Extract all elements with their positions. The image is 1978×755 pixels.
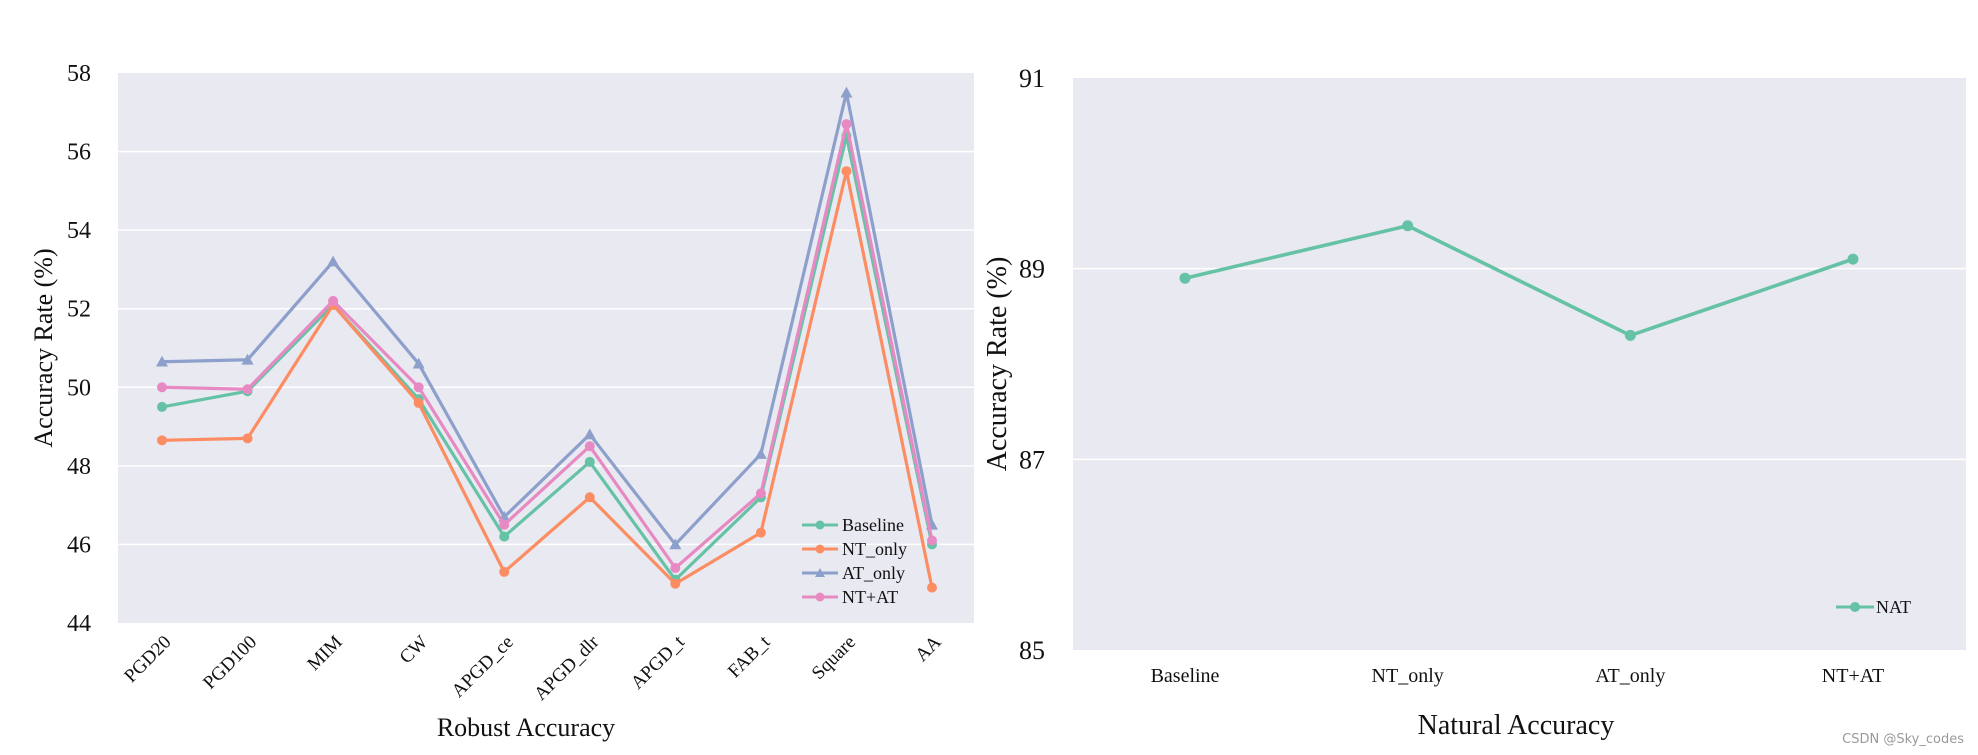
data-point — [670, 563, 681, 573]
right-x-axis-label: Natural Accuracy — [1418, 710, 1615, 741]
legend-label: AT_only — [842, 563, 905, 583]
watermark: CSDN @Sky_codes — [1842, 732, 1964, 747]
data-point — [499, 566, 510, 577]
left-y-tick-label: 44 — [67, 611, 91, 637]
legend-label: Baseline — [842, 515, 904, 535]
left-x-tick-label: Square — [808, 632, 860, 684]
right-x-tick-label: NT_only — [1372, 665, 1444, 687]
right-y-axis-label: Accuracy Rate (%) — [982, 257, 1013, 472]
left-x-axis-label: Robust Accuracy — [437, 713, 615, 742]
data-point — [840, 86, 853, 98]
right-y-tick-labels: 85 87 89 91 — [1019, 64, 1045, 665]
right-x-tick-label: NT+AT — [1822, 665, 1884, 687]
data-point — [927, 582, 937, 593]
natural-accuracy-chart: 85 87 89 91 Baseline NT_only AT_only NT+AT Acc… — [982, 64, 1966, 741]
series-line-nt-only — [161, 169, 934, 588]
left-y-tick-label: 56 — [67, 140, 91, 166]
left-y-axis-label: Accuracy Rate (%) — [29, 248, 58, 447]
data-point — [584, 441, 595, 452]
left-x-tick-label: APGD_dlr — [530, 631, 604, 705]
left-series-lines — [156, 86, 938, 593]
data-point — [242, 433, 253, 444]
data-point — [669, 538, 682, 550]
right-series-lines — [1179, 220, 1859, 341]
data-point — [841, 119, 852, 130]
left-x-tick-label: APGD_t — [627, 631, 689, 693]
left-x-tick-label: CW — [396, 632, 433, 669]
data-point — [841, 166, 852, 177]
left-y-tick-label: 50 — [67, 375, 91, 401]
legend-label: NT+AT — [842, 587, 898, 607]
left-plot-area — [118, 73, 974, 623]
data-point — [1179, 272, 1191, 284]
legend-marker — [815, 544, 825, 554]
left-x-tick-label: AA — [911, 631, 945, 665]
left-x-tick-label: PGD100 — [199, 632, 261, 694]
data-point — [328, 295, 339, 306]
data-point — [241, 353, 254, 365]
series-line-baseline — [161, 134, 934, 582]
series-line-at-only — [161, 91, 934, 547]
right-y-tick-label: 85 — [1019, 636, 1045, 665]
legend-label: NAT — [1876, 597, 1911, 617]
data-point — [1624, 329, 1636, 341]
data-point — [157, 401, 167, 412]
data-point — [413, 398, 424, 408]
data-point — [156, 355, 168, 367]
left-x-tick-label: APGD_ce — [448, 632, 518, 702]
left-x-tick-label: FAB_t — [724, 631, 775, 682]
data-point — [583, 428, 596, 440]
right-legend: NAT — [1836, 597, 1911, 617]
data-point — [327, 255, 340, 267]
data-point — [584, 456, 595, 467]
left-y-tick-label: 58 — [67, 61, 91, 87]
legend-marker — [815, 568, 825, 577]
data-point — [157, 382, 167, 393]
right-y-tick-label: 89 — [1019, 255, 1045, 284]
data-point — [754, 448, 767, 459]
left-x-tick-label: MIM — [303, 632, 346, 675]
series-line-nat — [1184, 223, 1854, 338]
left-y-tick-label: 52 — [67, 297, 91, 323]
legend-marker — [1850, 602, 1860, 612]
data-point — [584, 492, 595, 503]
data-point — [755, 488, 766, 499]
left-y-tick-label: 46 — [67, 532, 91, 558]
robust-accuracy-chart: 44 46 48 50 52 54 56 58 PGD20 PGD100 MIM CW APGD_ce… — [29, 61, 974, 742]
legend-marker — [815, 592, 825, 602]
data-point — [670, 578, 681, 589]
left-y-tick-label: 48 — [67, 454, 91, 480]
right-plot-area — [1073, 78, 1966, 650]
data-point — [755, 527, 766, 538]
series-line-nt-at — [161, 122, 934, 570]
data-point — [157, 435, 167, 446]
data-point — [927, 535, 937, 546]
data-point — [1847, 253, 1859, 265]
data-point — [412, 357, 425, 369]
right-x-tick-label: Baseline — [1151, 665, 1220, 687]
right-y-tick-label: 87 — [1019, 445, 1045, 474]
left-x-tick-labels: PGD20 PGD100 MIM CW APGD_ce APGD_dlr APGD_t FAB… — [120, 631, 945, 705]
left-y-tick-labels: 44 46 48 50 52 54 56 58 — [67, 61, 91, 637]
left-legend: Baseline NT_only AT_only NT+AT — [802, 515, 907, 607]
data-point — [1402, 220, 1414, 232]
right-x-tick-labels: Baseline NT_only AT_only NT+AT — [1151, 665, 1885, 687]
data-point — [413, 382, 424, 393]
data-point — [499, 531, 510, 542]
right-y-tick-label: 91 — [1019, 64, 1045, 93]
legend-label: NT_only — [842, 539, 907, 559]
right-x-tick-label: AT_only — [1595, 665, 1665, 687]
legend-marker — [815, 520, 825, 530]
left-x-tick-label: PGD20 — [120, 632, 175, 687]
left-y-tick-label: 54 — [67, 218, 91, 244]
data-point — [499, 519, 510, 530]
data-point — [242, 384, 253, 395]
